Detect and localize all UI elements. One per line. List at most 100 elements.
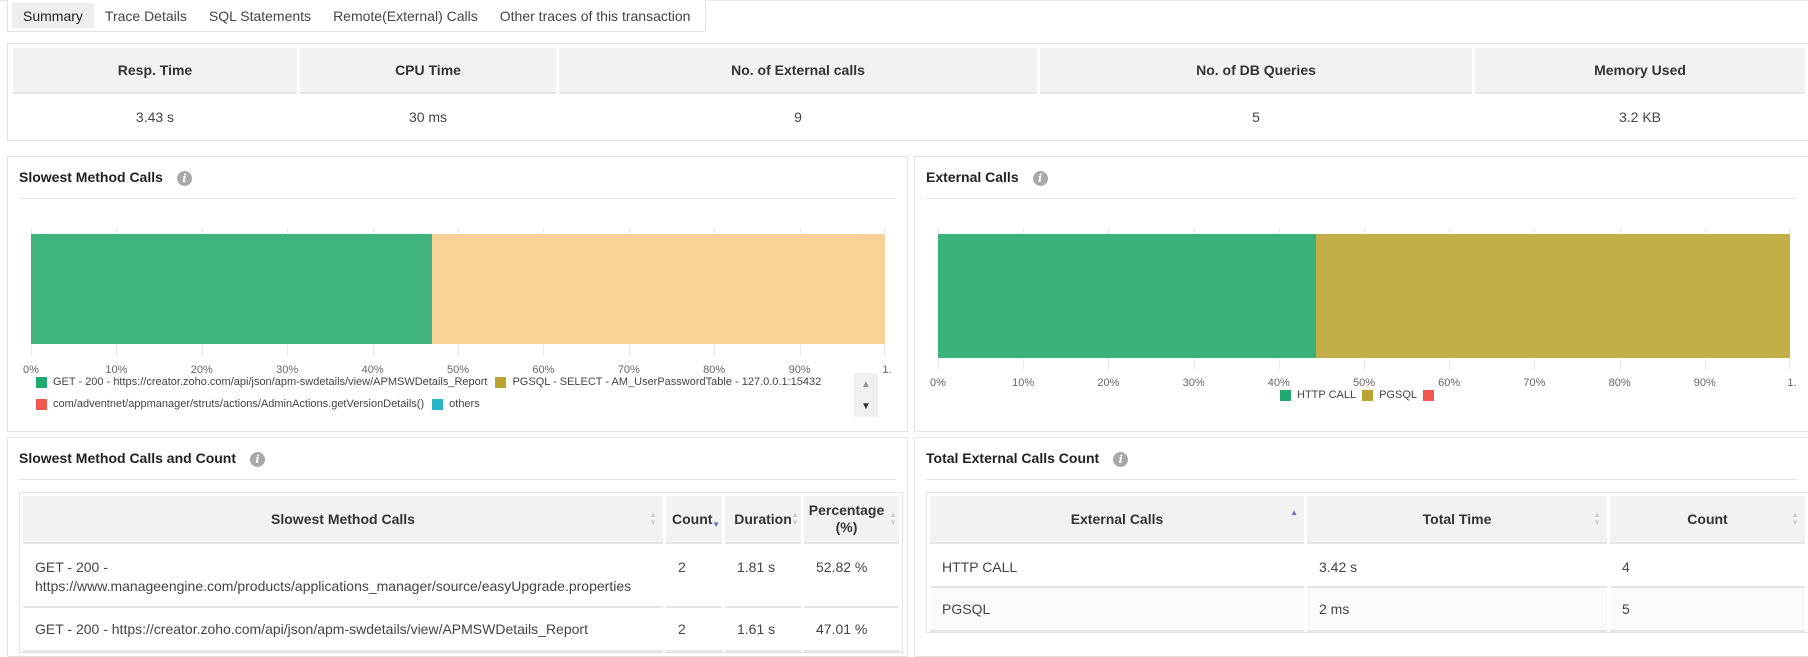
legend-item[interactable]: PGSQL - SELECT - AM_UserPasswordTable - … bbox=[495, 371, 821, 393]
external-calls-panel: External Calls i 0% 10% 20% 30% 40% 50% … bbox=[914, 156, 1808, 432]
summary-value-cpu-time: 30 ms bbox=[408, 109, 448, 125]
slowest-method-calls-table: Slowest Method Calls ▲ ▼ Count ▼ Duration ▲ ▼… bbox=[19, 492, 903, 653]
sort-asc-icon: ▲ bbox=[1290, 508, 1298, 518]
legend-item[interactable]: others bbox=[432, 393, 480, 415]
panel-header: Total External Calls Count i bbox=[926, 450, 1797, 480]
legend-swatch bbox=[432, 398, 444, 410]
slowest-method-calls-count-panel: Slowest Method Calls and Count i Slowest… bbox=[7, 437, 908, 657]
info-icon[interactable]: i bbox=[250, 452, 266, 467]
legend-item[interactable]: HTTP CALL bbox=[1280, 384, 1356, 406]
x-tick: 30% bbox=[276, 364, 299, 376]
summary-value-resp-time: 3.43 s bbox=[135, 109, 175, 125]
summary-header-cpu-time: CPU Time bbox=[300, 48, 556, 94]
column-header-percentage[interactable]: Percentage (%) ▲ ▼ bbox=[804, 496, 899, 544]
chart-legend: HTTP CALL PGSQL bbox=[1280, 384, 1448, 406]
panel-title: Slowest Method Calls bbox=[19, 169, 163, 185]
table-row[interactable]: GET - 200 - https://creator.zoho.com/api… bbox=[23, 608, 899, 652]
column-header-count[interactable]: Count ▼ bbox=[666, 496, 722, 544]
legend-item[interactable] bbox=[1423, 384, 1440, 406]
summary-table: Resp. Time CPU Time No. of External call… bbox=[7, 43, 1808, 141]
x-tick: 20% bbox=[190, 364, 213, 376]
chevron-up-icon[interactable]: ▲ bbox=[861, 378, 871, 390]
bar-segment-easyupgrade[interactable] bbox=[31, 234, 433, 344]
x-tick: 60% bbox=[1438, 377, 1461, 389]
legend-swatch bbox=[1280, 389, 1291, 401]
x-axis: 0% 10% 20% 30% 40% 50% 60% 70% 80% 90% 1… bbox=[930, 377, 1798, 391]
tab-summary[interactable]: Summary bbox=[12, 3, 94, 28]
x-tick: 80% bbox=[703, 364, 726, 376]
summary-value-memory: 3.2 KB bbox=[1618, 109, 1662, 125]
cell-method: GET - 200 - https://creator.zoho.com/api… bbox=[23, 608, 663, 652]
x-tick: 80% bbox=[1608, 377, 1631, 389]
cell-duration: 1.61 s bbox=[725, 608, 801, 652]
cell-count: 4 bbox=[1610, 544, 1805, 588]
column-header-total-time[interactable]: Total Time ▲ ▼ bbox=[1307, 496, 1607, 544]
info-icon[interactable]: i bbox=[1113, 452, 1129, 467]
x-tick: 40% bbox=[1267, 377, 1290, 389]
legend-item[interactable]: PGSQL bbox=[1362, 384, 1417, 406]
x-tick: 90% bbox=[788, 364, 811, 376]
legend-pager: ▲ ▼ bbox=[854, 373, 878, 417]
column-header-external-calls[interactable]: External Calls ▲ bbox=[930, 496, 1304, 544]
legend-swatch bbox=[36, 398, 47, 410]
sort-icon: ▲ ▼ bbox=[791, 510, 799, 527]
panel-header: Slowest Method Calls i bbox=[19, 169, 896, 199]
info-icon[interactable]: i bbox=[1032, 171, 1048, 186]
legend-swatch bbox=[36, 376, 47, 388]
x-tick: 60% bbox=[532, 364, 555, 376]
tab-sql-statements[interactable]: SQL Statements bbox=[208, 7, 312, 24]
legend-item[interactable]: GET - 200 - https://creator.zoho.com/api… bbox=[36, 371, 487, 393]
top-border bbox=[0, 0, 1808, 1]
x-tick: 30% bbox=[1182, 377, 1205, 389]
cell-total-time: 3.42 s bbox=[1307, 544, 1607, 588]
cell-percentage: 52.82 % bbox=[804, 544, 899, 608]
info-icon[interactable]: i bbox=[176, 171, 192, 186]
slowest-method-calls-panel: Slowest Method Calls i 0% 10% 20% 30% 40… bbox=[7, 156, 908, 432]
legend-swatch bbox=[495, 376, 507, 388]
legend-item[interactable]: com/adventnet/appmanager/struts/actions/… bbox=[36, 393, 424, 415]
x-tick: 70% bbox=[1523, 377, 1546, 389]
panel-title: Total External Calls Count bbox=[926, 450, 1100, 466]
summary-value-db-queries: 5 bbox=[1252, 109, 1260, 125]
x-tick: 10% bbox=[1012, 377, 1035, 389]
x-tick: 50% bbox=[446, 364, 470, 376]
bar-segment-pgsql[interactable] bbox=[1316, 234, 1790, 358]
external-calls-table: External Calls ▲ Total Time ▲ ▼ Count ▲ ▼ HTT… bbox=[926, 492, 1808, 633]
x-tick: 20% bbox=[1097, 377, 1120, 389]
legend-swatch bbox=[1423, 389, 1434, 401]
tab-remote-calls[interactable]: Remote(External) Calls bbox=[333, 7, 478, 24]
chart-legend: GET - 200 - https://creator.zoho.com/api… bbox=[36, 371, 876, 415]
tab-other-traces[interactable]: Other traces of this transaction bbox=[499, 7, 691, 24]
summary-header-resp-time: Resp. Time bbox=[13, 48, 297, 94]
cell-percentage: 47.01 % bbox=[804, 608, 899, 652]
table-row[interactable]: GET - 200 - https://www.manageengine.com… bbox=[23, 544, 899, 608]
x-tick: 1. bbox=[1787, 377, 1797, 389]
external-calls-chart bbox=[938, 228, 1798, 370]
total-external-calls-count-panel: Total External Calls Count i External Ca… bbox=[914, 437, 1808, 657]
cell-count: 2 bbox=[666, 544, 722, 608]
cell-count: 2 bbox=[666, 608, 722, 652]
cell-duration: 1.81 s bbox=[725, 544, 801, 608]
plot-area bbox=[31, 228, 885, 356]
sort-icon: ▲ ▼ bbox=[1791, 510, 1799, 527]
bar-segment-apmswdetails[interactable] bbox=[432, 234, 885, 344]
x-tick: 10% bbox=[105, 364, 128, 376]
chevron-down-icon[interactable]: ▼ bbox=[861, 400, 871, 412]
sort-icon: ▲ ▼ bbox=[1593, 510, 1601, 527]
summary-value-external-calls: 9 bbox=[794, 109, 802, 125]
x-tick: 0% bbox=[23, 364, 39, 376]
x-tick: 40% bbox=[361, 364, 384, 376]
column-header-duration[interactable]: Duration ▲ ▼ bbox=[725, 496, 801, 544]
tab-trace-details[interactable]: Trace Details bbox=[104, 7, 187, 24]
table-row[interactable]: PGSQL 2 ms 5 bbox=[930, 588, 1805, 632]
column-header-count[interactable]: Count ▲ ▼ bbox=[1610, 496, 1805, 544]
cell-method: GET - 200 - https://www.manageengine.com… bbox=[23, 544, 663, 608]
column-header-slowest-method-calls[interactable]: Slowest Method Calls ▲ ▼ bbox=[23, 496, 663, 544]
sort-desc-icon: ▼ bbox=[712, 519, 720, 529]
x-tick: 50% bbox=[1352, 377, 1376, 389]
bar-segment-http-call[interactable] bbox=[938, 234, 1317, 358]
panel-header: External Calls i bbox=[926, 169, 1797, 199]
table-row[interactable]: HTTP CALL 3.42 s 4 bbox=[930, 544, 1805, 588]
panel-header: Slowest Method Calls and Count i bbox=[19, 450, 896, 480]
slowest-method-calls-chart bbox=[31, 228, 891, 356]
